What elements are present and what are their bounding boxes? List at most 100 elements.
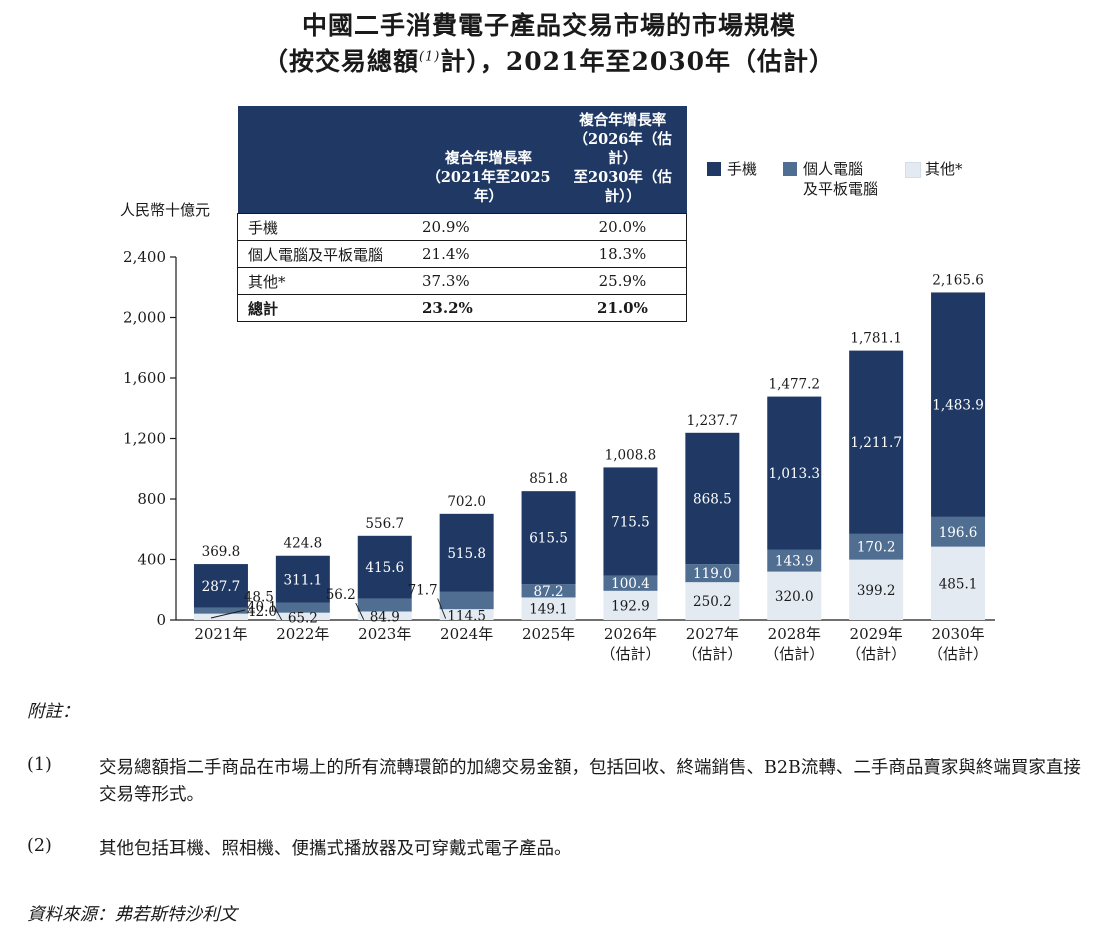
cagr-cell-c1: 23.2% xyxy=(418,294,559,322)
x-tick-label: 2023年 xyxy=(358,625,411,643)
title-line2-post: 計），2021年至2030年（估計） xyxy=(440,47,836,76)
bar-label-pc: 170.2 xyxy=(857,540,896,556)
bar-segment-pc xyxy=(439,591,494,610)
cagr-cell-label: 總計 xyxy=(237,294,418,322)
bar-label-other: 250.2 xyxy=(693,594,732,610)
bar-label-phone: 287.7 xyxy=(202,579,241,595)
cagr-row: 其他* 37.3% 25.9% xyxy=(237,267,687,295)
bar-label-phone: 1,211.7 xyxy=(850,435,902,451)
x-tick-label: 2021年 xyxy=(194,625,247,643)
leader-line xyxy=(210,609,246,619)
bar-segment-other xyxy=(767,571,822,620)
chart-title-line1: 中國二手消費電子產品交易市場的市場規模 xyxy=(301,11,796,40)
bar-segment-phone xyxy=(849,350,904,534)
bar-segment-other xyxy=(849,559,904,620)
chart-title-line2: （按交易總額(1)計），2021年至2030年（估計） xyxy=(0,42,1098,78)
leader-line xyxy=(355,602,365,620)
bar-label-total: 369.8 xyxy=(202,544,241,560)
bar-segment-phone xyxy=(357,535,412,599)
x-tick-label: （估計） xyxy=(846,645,906,663)
bar-segment-phone xyxy=(439,513,494,592)
title-footnote-ref: (1) xyxy=(418,49,441,65)
legend-item-other: 其他* xyxy=(905,159,963,179)
x-tick-label: （估計） xyxy=(764,645,824,663)
bar-segment-other xyxy=(439,609,494,620)
cagr-header-row: 複合年增長率 （2021年至2025年） 複合年增長率 （2026年（估計） 至… xyxy=(237,106,687,214)
legend-swatch-other xyxy=(905,162,921,178)
bar-segment-other xyxy=(357,611,412,620)
cagr-cell-label: 個人電腦及平板電腦 xyxy=(237,240,418,268)
bar-label-pc: 100.4 xyxy=(611,576,650,592)
bar-label-other: 399.2 xyxy=(857,583,896,599)
bar-segment-other xyxy=(193,613,248,620)
bar-label-pc: 87.2 xyxy=(534,584,564,600)
title-line2-pre: （按交易總額 xyxy=(262,47,419,76)
note-2-number: (2) xyxy=(27,836,52,856)
bar-segment-pc xyxy=(275,602,330,613)
bar-segment-pc xyxy=(603,575,658,591)
legend-swatch-phone xyxy=(707,162,721,176)
x-tick-label: （估計） xyxy=(682,645,742,663)
legend-item-pc: 個人電腦 及平板電腦 xyxy=(783,159,878,199)
bar-label-total: 1,781.1 xyxy=(850,331,902,347)
cagr-cell-c2: 25.9% xyxy=(558,267,687,295)
bar-segment-phone xyxy=(767,396,822,550)
bar-label-phone: 415.6 xyxy=(365,560,404,576)
leader-line xyxy=(437,598,447,619)
x-tick-label: 2026年 xyxy=(604,625,657,643)
note-1-number: (1) xyxy=(27,755,52,775)
note-1-text: 交易總額指二手商品在市場上的所有流轉環節的加總交易金額，包括回收、終端銷售、B2… xyxy=(99,758,1081,805)
y-tick-label: 400 xyxy=(137,551,166,569)
bar-segment-phone xyxy=(521,491,576,585)
cagr-header-2021-2025: 複合年增長率 （2021年至2025年） xyxy=(418,106,559,214)
x-tick-label: 2022年 xyxy=(276,625,329,643)
bar-segment-other xyxy=(931,546,986,620)
cagr-cell-label: 手機 xyxy=(237,213,418,241)
note-2-text: 其他包括耳機、照相機、便攜式播放器及可穿戴式電子產品。 xyxy=(99,839,572,859)
cagr-row: 個人電腦及平板電腦 21.4% 18.3% xyxy=(237,240,687,268)
bar-label-other: 149.1 xyxy=(529,602,568,618)
bar-label-other: 48.5 xyxy=(244,590,274,606)
bar-label-other: 320.0 xyxy=(775,589,814,605)
x-tick-label: 2030年 xyxy=(931,625,984,643)
bar-segment-pc xyxy=(767,549,822,572)
bar-label-total: 1,008.8 xyxy=(605,447,657,463)
bar-label-other: 192.9 xyxy=(611,598,650,614)
cagr-header-blank xyxy=(237,106,418,214)
y-tick-label: 800 xyxy=(137,490,166,508)
bar-label-other: 71.7 xyxy=(408,582,438,598)
bar-label-total: 424.8 xyxy=(284,536,323,552)
x-tick-label: （估計） xyxy=(928,645,988,663)
bar-segment-other xyxy=(603,590,658,620)
bar-label-other: 56.2 xyxy=(326,587,356,603)
bar-label-total: 1,477.2 xyxy=(768,377,820,393)
bar-segment-phone xyxy=(275,555,330,603)
y-tick-label: 1,200 xyxy=(123,430,166,448)
bar-segment-phone xyxy=(193,564,248,608)
bar-label-total: 851.8 xyxy=(529,471,568,487)
bar-label-phone: 868.5 xyxy=(693,491,732,507)
cagr-cell-c2: 20.0% xyxy=(558,213,687,241)
x-tick-label: 2027年 xyxy=(686,625,739,643)
legend-item-phone: 手機 xyxy=(707,159,757,179)
bar-segment-pc xyxy=(685,564,740,583)
bar-label-pc: 65.2 xyxy=(288,610,318,626)
cagr-cell-c2: 21.0% xyxy=(558,294,687,322)
bar-segment-phone xyxy=(685,432,740,565)
bar-label-phone: 1,013.3 xyxy=(768,466,820,482)
y-axis-unit-label: 人民幣十億元 xyxy=(120,201,211,219)
x-tick-label: 2025年 xyxy=(522,625,575,643)
cagr-row: 手機 20.9% 20.0% xyxy=(237,213,687,241)
x-tick-label: 2028年 xyxy=(768,625,821,643)
bar-label-phone: 615.5 xyxy=(529,531,568,547)
bar-segment-phone xyxy=(931,292,986,517)
legend-label-phone: 手機 xyxy=(727,160,758,178)
bar-label-pc: 196.6 xyxy=(939,525,978,541)
data-source: 資料來源：弗若斯特沙利文 xyxy=(27,905,237,925)
bar-segment-pc xyxy=(357,598,412,612)
cagr-cell-label: 其他* xyxy=(237,267,418,295)
bar-segment-other xyxy=(275,612,330,620)
bar-label-total: 2,165.6 xyxy=(932,272,984,288)
stacked-bar-chart: 0 400 800 1,200 1,600 2,000 2,400 287.7 369.8 40.… xyxy=(123,248,995,663)
bar-segment-pc xyxy=(931,516,986,547)
